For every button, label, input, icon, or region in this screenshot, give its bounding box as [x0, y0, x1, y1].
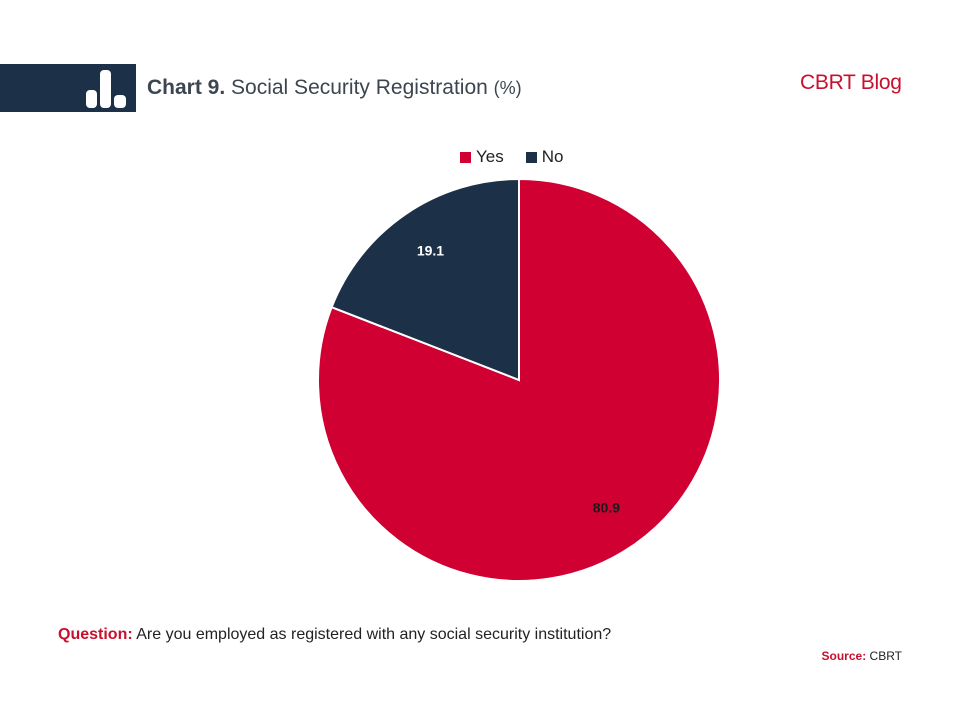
legend-label-yes: Yes — [476, 147, 504, 166]
data-label-yes: 80.9 — [593, 500, 620, 516]
legend-item-yes: Yes — [460, 147, 504, 167]
brand-logo: CBRT Blog — [800, 71, 902, 94]
source-label: Source: — [821, 649, 867, 663]
chart-title: Chart 9. Social Security Registration (%… — [147, 76, 522, 100]
legend-swatch-yes — [460, 151, 471, 163]
legend-label-no: No — [541, 147, 564, 166]
header-band — [0, 64, 136, 112]
chart-title-text: Social Security Registration — [231, 76, 488, 99]
question-note: Question: Are you employed as registered… — [58, 626, 611, 644]
chart-unit: (%) — [493, 78, 522, 98]
chart-number: Chart 9. — [147, 76, 226, 99]
data-label-no: 19.1 — [417, 243, 444, 259]
question-label: Question: — [58, 626, 133, 643]
legend-swatch-no — [525, 151, 537, 163]
source-text: CBRT — [869, 649, 902, 663]
question-text: Are you employed as registered with any … — [136, 626, 612, 643]
source-note: Source: CBRT — [822, 649, 902, 663]
bar-chart-icon — [86, 70, 126, 108]
pie-slice-no — [330, 177, 520, 382]
legend-item-no: No — [525, 147, 564, 167]
chart-legend: Yes No — [460, 147, 563, 167]
